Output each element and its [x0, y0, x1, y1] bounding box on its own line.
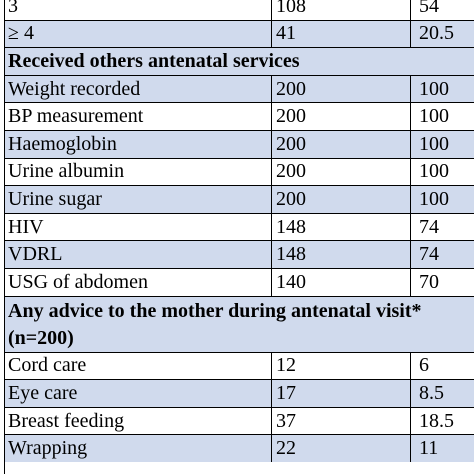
row-percent: 74 — [419, 215, 439, 238]
row-count: 140 — [272, 268, 411, 296]
table-row: Cord care 12 6 — [4, 351, 474, 380]
row-label: 3 — [4, 0, 272, 20]
row-percent: 100 — [419, 132, 449, 155]
row-percent: 100 — [419, 160, 449, 183]
section-title: Received others antenatal services — [8, 49, 300, 72]
table-row: HIV 148 74 — [4, 212, 474, 241]
table-row: VDRL 148 74 — [4, 240, 474, 268]
row-count: 148 — [272, 241, 411, 268]
row-count: 17 — [272, 380, 411, 407]
table-left-border — [4, 0, 5, 474]
table-row: Breast feeding 37 18.5 — [4, 406, 474, 435]
row-count: 108 — [272, 0, 411, 20]
row-label: VDRL — [4, 241, 272, 268]
section-header-row: Received others antenatal services — [4, 47, 474, 75]
row-percent: 11 — [419, 437, 439, 460]
row-label: Eye care — [4, 380, 272, 407]
table-row: Weight recorded 200 100 — [4, 74, 474, 103]
section-header-row: Any advice to the mother during antenata… — [4, 295, 474, 352]
row-percent: 100 — [419, 187, 449, 210]
row-count: 12 — [272, 352, 411, 380]
table-row: Urine sugar 200 100 — [4, 185, 474, 213]
row-count: 200 — [272, 158, 411, 186]
row-label: Urine albumin — [4, 158, 272, 186]
row-count: 200 — [272, 130, 411, 158]
row-label: Breast feeding — [4, 407, 272, 435]
row-percent: 54 — [419, 0, 439, 17]
section-title: Any advice to the mother during antenata… — [8, 299, 422, 349]
table-row: Wrapping 22 11 — [4, 434, 474, 462]
row-count: 22 — [272, 435, 411, 462]
row-percent: 18.5 — [419, 409, 454, 432]
row-percent: 100 — [419, 105, 449, 128]
row-percent: 6 — [419, 354, 429, 377]
row-count: 200 — [272, 103, 411, 130]
row-label: HIV — [4, 213, 272, 241]
row-label: ≥ 4 — [4, 20, 272, 48]
row-label: Urine sugar — [4, 186, 272, 213]
row-percent: 100 — [419, 77, 449, 100]
table-row: BP measurement 200 100 — [4, 102, 474, 130]
row-label: Weight recorded — [4, 75, 272, 103]
table-row: USG of abdomen 140 70 — [4, 267, 474, 296]
row-percent: 20.5 — [419, 22, 454, 45]
table-row: Urine albumin 200 100 — [4, 157, 474, 186]
row-label: Haemoglobin — [4, 130, 272, 158]
table-row: Haemoglobin 200 100 — [4, 129, 474, 158]
row-percent: 8.5 — [419, 381, 444, 404]
row-count: 41 — [272, 20, 411, 48]
row-label: Wrapping — [4, 435, 272, 462]
row-count: 200 — [272, 75, 411, 103]
row-label: USG of abdomen — [4, 268, 272, 296]
table-row: Eye care 17 8.5 — [4, 379, 474, 407]
table-row: ≥ 4 41 20.5 — [4, 19, 474, 48]
row-label: BP measurement — [4, 103, 272, 130]
table-row: 3 108 54 — [4, 0, 474, 20]
row-percent: 74 — [419, 243, 439, 266]
row-label: Cord care — [4, 352, 272, 380]
row-count: 148 — [272, 213, 411, 241]
row-count: 37 — [272, 407, 411, 435]
antenatal-services-table: 3 108 54 ≥ 4 41 20.5 Received others antenatal… — [4, 0, 474, 462]
row-count: 200 — [272, 186, 411, 213]
row-percent: 70 — [419, 270, 439, 293]
